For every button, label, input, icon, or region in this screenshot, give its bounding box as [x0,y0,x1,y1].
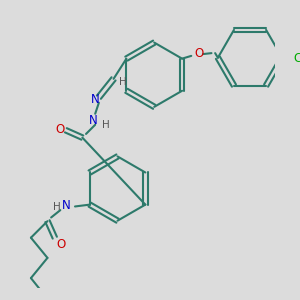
Text: O: O [194,46,203,60]
Text: H: H [53,202,61,212]
Text: N: N [91,92,100,106]
Text: O: O [56,123,65,136]
Text: H: H [102,120,110,130]
Text: O: O [57,238,66,250]
Text: Cl: Cl [293,52,300,65]
Text: N: N [62,199,71,212]
Text: H: H [119,76,127,87]
Text: N: N [89,114,98,127]
